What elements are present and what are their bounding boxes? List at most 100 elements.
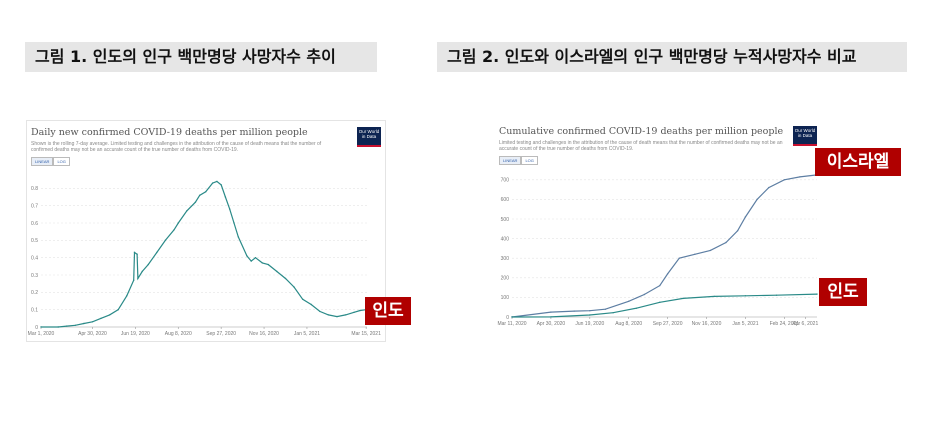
log-button[interactable]: LOG bbox=[53, 157, 70, 166]
data-point bbox=[284, 277, 287, 280]
y-tick-label: 700 bbox=[501, 178, 510, 184]
data-point bbox=[319, 310, 321, 313]
israel-tag: 이스라엘 bbox=[815, 148, 901, 176]
y-tick-label: 0.1 bbox=[31, 307, 38, 313]
data-point bbox=[775, 294, 778, 296]
data-point bbox=[635, 307, 638, 309]
data-point bbox=[666, 273, 669, 275]
data-point bbox=[344, 314, 347, 316]
linear-button[interactable]: LINEAR bbox=[499, 156, 522, 165]
x-tick-label: Mar 11, 2020 bbox=[497, 321, 526, 327]
y-tick-label: 0 bbox=[506, 315, 509, 321]
scale-toggle[interactable]: LINEAR LOG bbox=[499, 156, 538, 165]
y-tick-label: 0.8 bbox=[31, 186, 38, 192]
data-point bbox=[643, 293, 645, 296]
data-point bbox=[589, 310, 591, 312]
linear-button[interactable]: LINEAR bbox=[31, 157, 54, 166]
x-tick-label: Feb 24, 2021 bbox=[770, 321, 800, 327]
chart-2-subtitle: Limited testing and challenges in the at… bbox=[499, 140, 783, 152]
data-point bbox=[816, 293, 818, 295]
data-point bbox=[194, 201, 197, 203]
data-point bbox=[550, 316, 552, 318]
india-tag: 인도 bbox=[365, 297, 411, 325]
india-tag: 인도 bbox=[819, 278, 867, 306]
data-point bbox=[550, 311, 552, 313]
data-point bbox=[659, 284, 661, 287]
data-point bbox=[205, 191, 207, 193]
data-point bbox=[589, 314, 591, 316]
data-point bbox=[164, 239, 167, 241]
y-tick-label: 300 bbox=[501, 256, 510, 262]
data-point bbox=[267, 263, 269, 266]
data-point bbox=[126, 295, 128, 297]
data-point bbox=[261, 262, 263, 264]
series-line-0 bbox=[511, 174, 818, 318]
owid-logo[interactable]: Our World in Data bbox=[793, 126, 817, 146]
y-tick-label: 400 bbox=[501, 236, 510, 242]
y-tick-label: 0.2 bbox=[31, 290, 38, 296]
data-point bbox=[133, 279, 135, 281]
data-point bbox=[83, 322, 85, 325]
data-point bbox=[725, 241, 727, 244]
data-point bbox=[709, 249, 712, 252]
x-tick-label: Sep 27, 2020 bbox=[653, 321, 683, 327]
data-point bbox=[108, 314, 111, 316]
data-point bbox=[659, 301, 661, 303]
data-point bbox=[40, 326, 42, 328]
data-point bbox=[799, 176, 801, 178]
data-point bbox=[713, 295, 715, 298]
data-point bbox=[186, 210, 188, 212]
data-point bbox=[756, 198, 758, 201]
data-point bbox=[100, 317, 102, 319]
data-point bbox=[573, 310, 575, 312]
data-point bbox=[233, 222, 235, 224]
data-point bbox=[156, 251, 158, 254]
x-tick-label: Mar 15, 2021 bbox=[351, 331, 381, 337]
scale-toggle[interactable]: LINEAR LOG bbox=[31, 157, 70, 166]
figure-2-caption: 그림 2. 인도와 이스라엘의 인구 백만명당 누적사망자수 비교 bbox=[437, 42, 907, 72]
data-point bbox=[220, 184, 222, 186]
data-point bbox=[293, 286, 295, 288]
data-point bbox=[612, 312, 614, 314]
x-tick-label: Apr 6, 2021 bbox=[792, 321, 818, 327]
chart-1-plot: 0 0.1 0.2 0.3 0.4 0.5 0.6 0.7 0.8 Mar 1, 2020 Apr … bbox=[28, 180, 381, 337]
data-point bbox=[216, 180, 218, 183]
data-point bbox=[336, 315, 338, 318]
data-point bbox=[147, 263, 149, 266]
x-tick-label: Jan 5, 2021 bbox=[732, 321, 758, 327]
y-tick-label: 0.6 bbox=[31, 221, 38, 227]
chart-panel-1: Daily new confirmed COVID-19 deaths per … bbox=[26, 120, 386, 342]
series-line-0 bbox=[41, 180, 367, 328]
owid-logo[interactable]: Our World in Data bbox=[357, 127, 381, 147]
data-point bbox=[628, 300, 630, 302]
data-point bbox=[141, 270, 143, 273]
figure-1-caption: 그림 1. 인도의 인구 백만명당 사망자수 추이 bbox=[25, 42, 377, 72]
data-point bbox=[246, 255, 248, 257]
y-tick-label: 0.4 bbox=[31, 255, 38, 261]
x-tick-label: Aug 8, 2020 bbox=[165, 331, 192, 337]
chart-2-title: Cumulative confirmed COVID-19 deaths per… bbox=[499, 126, 784, 137]
data-point bbox=[173, 229, 175, 231]
x-tick-label: Jan 5, 2021 bbox=[294, 331, 320, 337]
data-point bbox=[137, 277, 139, 280]
x-tick-label: Jun 19, 2020 bbox=[575, 321, 604, 327]
data-point bbox=[66, 325, 68, 327]
y-tick-label: 0.3 bbox=[31, 273, 38, 279]
x-tick-label: Apr 30, 2020 bbox=[78, 331, 107, 337]
log-button[interactable]: LOG bbox=[521, 156, 538, 165]
data-point bbox=[694, 253, 696, 255]
data-point bbox=[211, 182, 214, 184]
data-point bbox=[302, 298, 304, 300]
x-tick-label: Jun 19, 2020 bbox=[121, 331, 150, 337]
data-point bbox=[327, 314, 330, 316]
data-point bbox=[353, 311, 355, 313]
x-tick-label: Apr 30, 2020 bbox=[537, 321, 566, 327]
x-tick-label: Sep 27, 2020 bbox=[206, 331, 236, 337]
y-tick-label: 0.7 bbox=[31, 203, 38, 209]
y-tick-label: 0 bbox=[35, 325, 38, 331]
chart-1-title: Daily new confirmed COVID-19 deaths per … bbox=[31, 127, 308, 138]
data-point bbox=[199, 194, 201, 196]
data-point bbox=[229, 208, 231, 210]
data-point bbox=[57, 326, 59, 328]
data-point bbox=[224, 196, 227, 198]
